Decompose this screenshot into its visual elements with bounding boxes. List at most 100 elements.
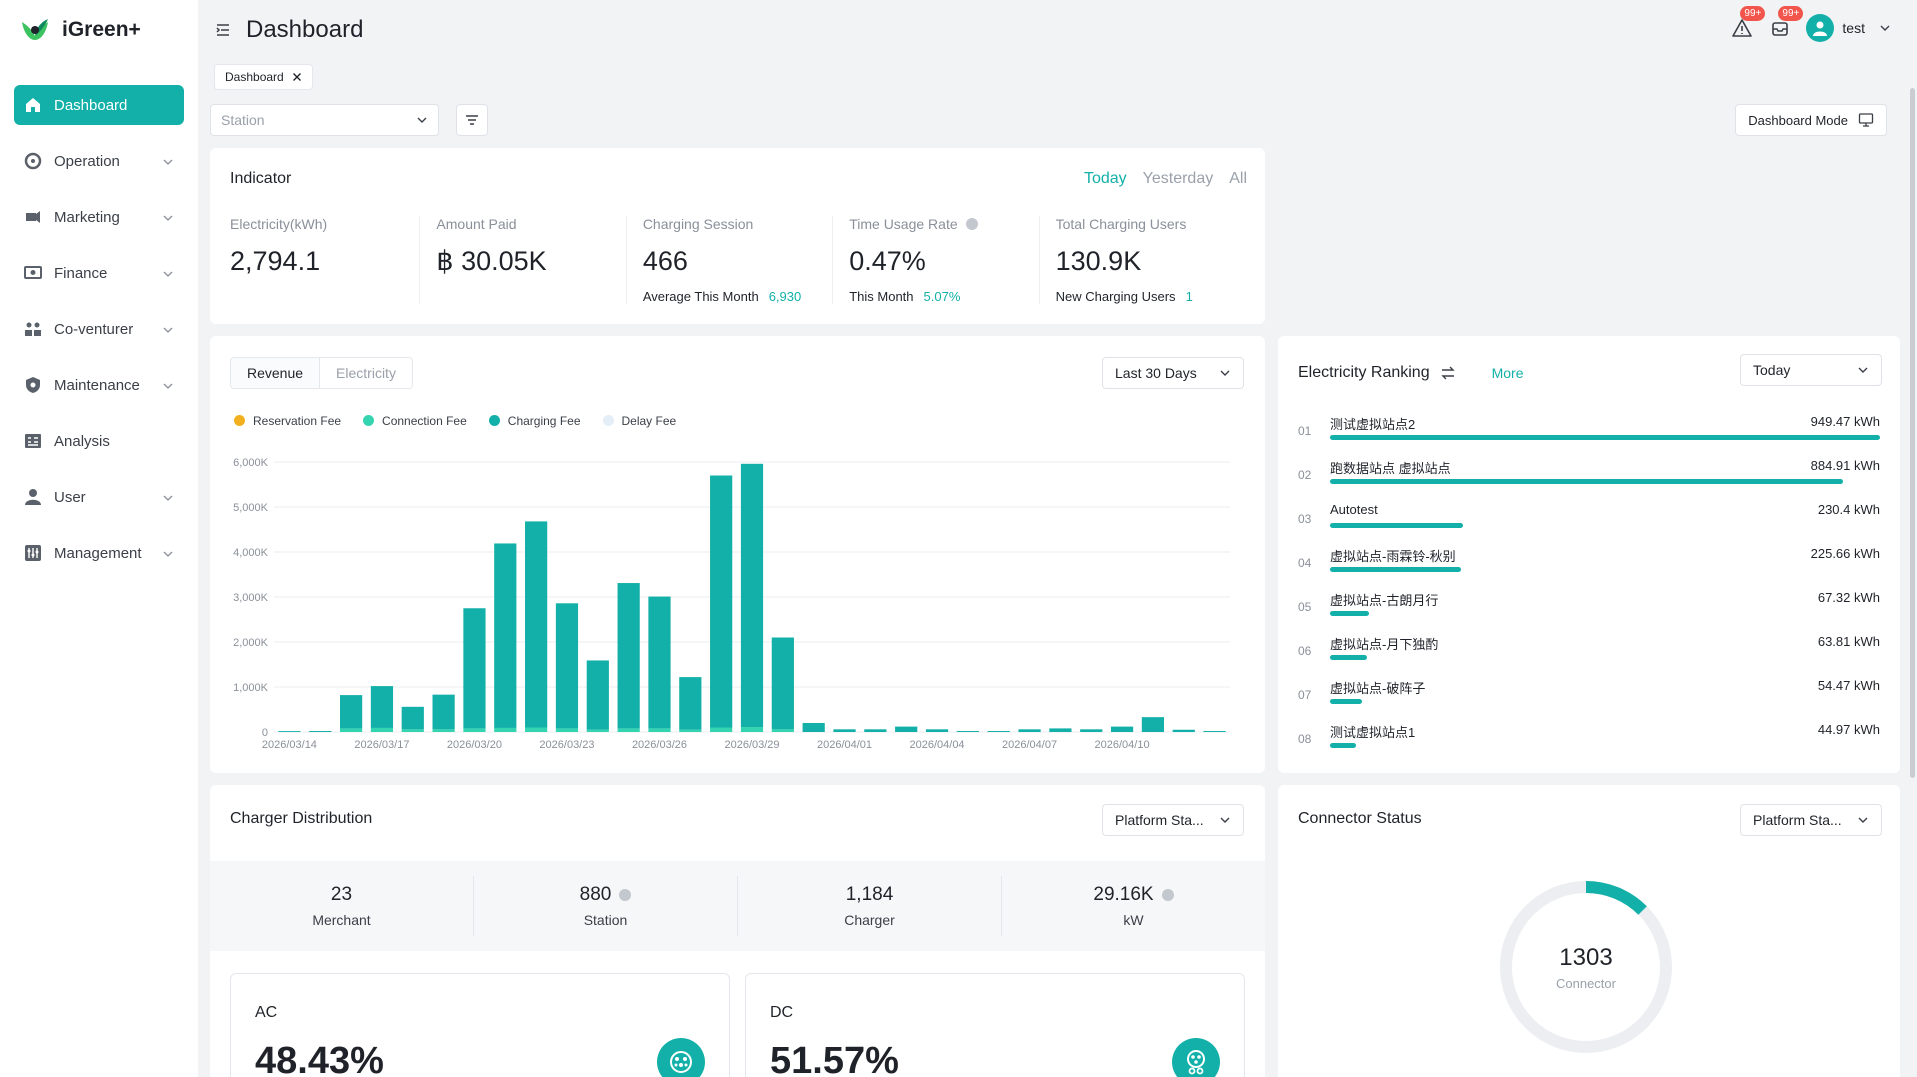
legend-item[interactable]: Reservation Fee bbox=[234, 414, 341, 428]
bar-segment[interactable] bbox=[895, 726, 918, 732]
bar-segment[interactable] bbox=[740, 463, 764, 728]
legend-item[interactable]: Connection Fee bbox=[363, 414, 467, 428]
sidebar-item-analysis[interactable]: Analysis bbox=[14, 421, 184, 461]
ranking-item[interactable]: 04 虚拟站点-雨霖铃-秋别 225.66 kWh bbox=[1298, 546, 1880, 590]
bar-segment[interactable] bbox=[494, 543, 517, 728]
sidebar-item-management[interactable]: Management bbox=[14, 533, 184, 573]
more-link[interactable]: More bbox=[1491, 365, 1524, 381]
bar-segment[interactable] bbox=[339, 695, 363, 729]
bar-segment[interactable] bbox=[833, 729, 856, 732]
bar-segment[interactable] bbox=[802, 723, 825, 732]
ranking-item[interactable]: 08 测试虚拟站点1 44.97 kWh bbox=[1298, 722, 1880, 766]
bar-segment[interactable] bbox=[956, 731, 979, 732]
swap-icon[interactable] bbox=[1440, 365, 1456, 381]
bar-segment[interactable] bbox=[617, 583, 640, 729]
page-scrollbar[interactable] bbox=[1907, 60, 1917, 1077]
distribution-scope-select[interactable]: Platform Sta... bbox=[1102, 804, 1244, 836]
bar-segment[interactable] bbox=[494, 727, 517, 732]
ranking-item[interactable]: 01 测试虚拟站点2 949.47 kWh bbox=[1298, 414, 1880, 458]
bar-segment[interactable] bbox=[679, 729, 702, 732]
bar-segment[interactable] bbox=[525, 727, 548, 733]
bar-segment[interactable] bbox=[370, 686, 394, 728]
bar-segment[interactable] bbox=[1141, 717, 1165, 732]
tab-revenue[interactable]: Revenue bbox=[231, 358, 321, 388]
ranking-item[interactable]: 06 虚拟站点-月下独酌 63.81 kWh bbox=[1298, 634, 1880, 678]
tab-electricity[interactable]: Electricity bbox=[336, 365, 396, 381]
bar-segment[interactable] bbox=[1110, 726, 1134, 732]
bar-segment[interactable] bbox=[987, 731, 1010, 732]
user-name[interactable]: test bbox=[1842, 20, 1865, 36]
bar-segment[interactable] bbox=[463, 608, 486, 729]
bar-segment[interactable] bbox=[648, 728, 671, 732]
bar-segment[interactable] bbox=[401, 706, 424, 730]
chevron-down-icon[interactable] bbox=[1879, 22, 1891, 34]
metric-label: Charging Session bbox=[642, 216, 754, 232]
metric: Charging Session 466 Average This Month 6,9… bbox=[627, 216, 834, 304]
info-icon[interactable] bbox=[619, 889, 632, 901]
sidebar-item-dashboard[interactable]: Dashboard bbox=[14, 85, 184, 125]
bar-segment[interactable] bbox=[370, 727, 394, 732]
bar-segment[interactable] bbox=[432, 729, 455, 732]
bar-segment[interactable] bbox=[401, 729, 424, 732]
connector-scope-select[interactable]: Platform Sta... bbox=[1740, 804, 1882, 836]
filter-button[interactable] bbox=[456, 104, 488, 136]
bar-segment[interactable] bbox=[463, 728, 486, 732]
metric-value: 0.47% bbox=[849, 246, 926, 276]
collapse-menu-icon[interactable] bbox=[214, 21, 232, 39]
alert-button[interactable]: 99+ bbox=[1730, 6, 1766, 40]
sidebar-item-co-venturer[interactable]: Co-venturer bbox=[14, 309, 184, 349]
bar-segment[interactable] bbox=[586, 660, 609, 730]
ranking-item[interactable]: 05 虚拟站点-古朗月行 67.32 kWh bbox=[1298, 590, 1880, 634]
range-tab-yesterday[interactable]: Yesterday bbox=[1142, 170, 1214, 187]
bar-segment[interactable] bbox=[1049, 728, 1072, 732]
bar-segment[interactable] bbox=[555, 728, 579, 732]
ranking-range-select[interactable]: Today bbox=[1740, 354, 1882, 386]
legend-item[interactable]: Charging Fee bbox=[488, 414, 581, 428]
ranking-item[interactable]: 02 跑数据站点 虚拟站点 884.91 kWh bbox=[1298, 458, 1880, 502]
sidebar-item-marketing[interactable]: Marketing bbox=[14, 197, 184, 237]
bar-segment[interactable] bbox=[679, 677, 702, 730]
tab-dashboard[interactable]: Dashboard bbox=[214, 64, 313, 90]
bar-segment[interactable] bbox=[586, 729, 609, 732]
bar-segment[interactable] bbox=[710, 475, 733, 728]
info-icon[interactable] bbox=[1161, 889, 1174, 901]
dashboard-mode-button[interactable]: Dashboard Mode bbox=[1735, 104, 1887, 136]
range-tab-all[interactable]: All bbox=[1229, 170, 1247, 187]
bar-segment[interactable] bbox=[648, 596, 671, 729]
bar-segment[interactable] bbox=[617, 728, 640, 732]
logo[interactable]: iGreen+ bbox=[0, 0, 198, 60]
bar-segment[interactable] bbox=[925, 729, 949, 732]
station-value: 225.66 kWh bbox=[1810, 546, 1880, 561]
bar-segment[interactable] bbox=[771, 729, 794, 732]
legend-item[interactable]: Delay Fee bbox=[602, 414, 676, 428]
bar-segment[interactable] bbox=[710, 727, 733, 733]
message-button[interactable]: 99+ bbox=[1768, 6, 1804, 40]
station-value: 949.47 kWh bbox=[1810, 414, 1880, 429]
bar-segment[interactable] bbox=[339, 728, 363, 732]
ranking-item[interactable]: 07 虚拟站点-破阵子 54.47 kWh bbox=[1298, 678, 1880, 722]
scrollbar-thumb[interactable] bbox=[1910, 88, 1915, 778]
close-icon[interactable] bbox=[292, 72, 302, 82]
bar-segment[interactable] bbox=[1172, 729, 1195, 732]
bar-segment[interactable] bbox=[740, 727, 764, 732]
bar-segment[interactable] bbox=[525, 521, 548, 728]
bar-segment[interactable] bbox=[864, 729, 887, 732]
bar-segment[interactable] bbox=[278, 731, 301, 732]
station-select[interactable]: Station bbox=[210, 104, 439, 136]
range-tab-today[interactable]: Today bbox=[1083, 170, 1127, 187]
sidebar-item-maintenance[interactable]: Maintenance bbox=[14, 365, 184, 405]
ranking-item[interactable]: 03 Autotest 230.4 kWh bbox=[1298, 502, 1880, 546]
avatar[interactable] bbox=[1806, 14, 1835, 42]
range-select[interactable]: Last 30 Days bbox=[1102, 357, 1244, 389]
bar-segment[interactable] bbox=[1080, 729, 1103, 732]
sidebar-item-operation[interactable]: Operation bbox=[14, 141, 184, 181]
bar-segment[interactable] bbox=[309, 731, 332, 732]
bar-segment[interactable] bbox=[555, 603, 579, 729]
info-icon[interactable] bbox=[965, 218, 978, 230]
bar-segment[interactable] bbox=[771, 637, 794, 730]
sidebar-item-user[interactable]: User bbox=[14, 477, 184, 517]
bar-segment[interactable] bbox=[432, 694, 455, 730]
bar-segment[interactable] bbox=[1203, 731, 1226, 732]
bar-segment[interactable] bbox=[1018, 729, 1041, 732]
sidebar-item-finance[interactable]: Finance bbox=[14, 253, 184, 293]
